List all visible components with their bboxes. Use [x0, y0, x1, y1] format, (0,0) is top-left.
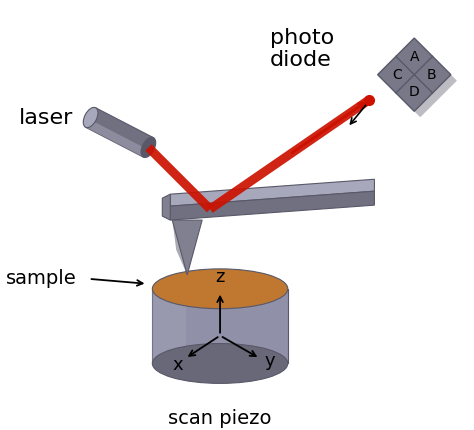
Polygon shape: [145, 144, 213, 212]
Ellipse shape: [141, 137, 156, 157]
Polygon shape: [152, 289, 186, 363]
Text: photo: photo: [270, 28, 334, 48]
Text: x: x: [173, 356, 183, 375]
Text: B: B: [427, 68, 437, 82]
Polygon shape: [162, 194, 170, 220]
Polygon shape: [86, 120, 147, 157]
Polygon shape: [383, 44, 457, 117]
Polygon shape: [208, 96, 372, 213]
Ellipse shape: [152, 269, 288, 309]
Polygon shape: [172, 220, 187, 275]
Text: laser: laser: [19, 108, 73, 128]
Polygon shape: [86, 108, 154, 157]
Text: z: z: [215, 268, 225, 286]
Text: sample: sample: [6, 269, 77, 289]
Text: diode: diode: [270, 50, 332, 70]
Text: C: C: [392, 68, 401, 82]
Text: scan piezo: scan piezo: [168, 409, 272, 428]
Ellipse shape: [83, 108, 98, 128]
Text: A: A: [410, 50, 419, 64]
Polygon shape: [152, 289, 288, 363]
Polygon shape: [170, 179, 374, 206]
Polygon shape: [172, 220, 202, 275]
Polygon shape: [170, 191, 374, 220]
Text: y: y: [264, 353, 275, 371]
Text: D: D: [409, 85, 419, 99]
Polygon shape: [378, 38, 451, 111]
Ellipse shape: [152, 344, 288, 384]
